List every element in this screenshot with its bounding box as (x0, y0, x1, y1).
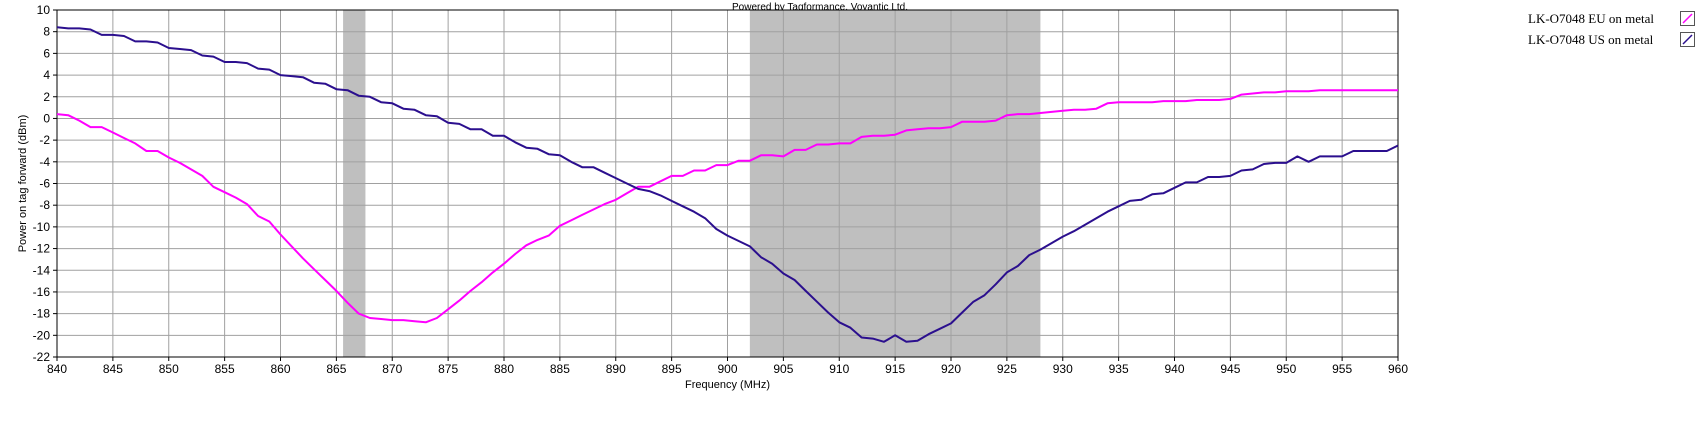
y-tick-label: 2 (43, 90, 50, 104)
x-tick-label: 870 (382, 362, 402, 376)
x-tick-label: 950 (1276, 362, 1296, 376)
y-tick-label: 0 (43, 111, 50, 125)
y-tick-label: -4 (39, 155, 50, 169)
x-tick-label: 880 (494, 362, 514, 376)
legend-label: LK-O7048 EU on metal (1528, 10, 1655, 26)
y-tick-label: -16 (33, 285, 51, 299)
x-tick-label: 885 (550, 362, 570, 376)
legend-swatch-icon (1680, 32, 1695, 47)
legend-item-us[interactable]: LK-O7048 US on metal (1528, 29, 1695, 50)
y-tick-label: -12 (33, 242, 51, 256)
x-tick-label: 900 (717, 362, 737, 376)
x-tick-label: 860 (270, 362, 290, 376)
y-tick-label: -8 (39, 198, 50, 212)
y-tick-label: 10 (37, 3, 51, 17)
x-axis-label: Frequency (MHz) (685, 379, 770, 391)
y-tick-label: -22 (33, 350, 51, 364)
series-layer (56, 26, 1399, 343)
y-axis-ticks: 10 8 6 4 2 0 -2 -4 -6 -8 -10 -12 -14 -16 -18 -20 -22 (33, 3, 57, 364)
x-tick-label: 960 (1388, 362, 1408, 376)
x-tick-label: 930 (1053, 362, 1073, 376)
y-tick-label: 8 (43, 25, 50, 39)
y-tick-label: -14 (33, 263, 51, 277)
x-tick-label: 940 (1164, 362, 1184, 376)
legend-label: LK-O7048 US on metal (1528, 31, 1654, 47)
x-tick-label: 920 (941, 362, 961, 376)
legend-swatch-icon (1680, 11, 1695, 26)
x-tick-label: 905 (773, 362, 793, 376)
y-tick-label: -2 (39, 133, 50, 147)
y-tick-label: -10 (33, 220, 51, 234)
legend: LK-O7048 EU on metal LK-O7048 US on meta… (1528, 8, 1695, 50)
y-tick-label: -18 (33, 307, 51, 321)
y-tick-label: -6 (39, 177, 50, 191)
x-tick-label: 955 (1332, 362, 1352, 376)
x-tick-label: 925 (997, 362, 1017, 376)
chart-title: Powered by Tagformance, Voyantic Ltd. (732, 2, 908, 13)
series-line-us (56, 26, 1399, 343)
legend-item-eu[interactable]: LK-O7048 EU on metal (1528, 8, 1695, 29)
x-tick-label: 895 (662, 362, 682, 376)
x-tick-label: 945 (1220, 362, 1240, 376)
x-tick-label: 855 (215, 362, 235, 376)
x-tick-label: 935 (1109, 362, 1129, 376)
x-tick-label: 865 (326, 362, 346, 376)
x-tick-label: 840 (47, 362, 67, 376)
series-line-eu (56, 89, 1398, 324)
x-tick-label: 875 (438, 362, 458, 376)
grid-lines (56, 9, 1399, 358)
x-tick-label: 845 (103, 362, 123, 376)
x-tick-label: 915 (885, 362, 905, 376)
y-tick-label: 6 (43, 46, 50, 60)
x-tick-label: 890 (606, 362, 626, 376)
y-tick-label: -20 (33, 328, 51, 342)
x-tick-label: 910 (829, 362, 849, 376)
y-axis-label: Power on tag forward (dBm) (17, 115, 29, 253)
x-axis-ticks: 840 845 850 855 860 865 870 875 880 885 890 895 900 9… (47, 357, 1408, 376)
y-tick-label: 4 (43, 68, 50, 82)
x-tick-label: 850 (159, 362, 179, 376)
